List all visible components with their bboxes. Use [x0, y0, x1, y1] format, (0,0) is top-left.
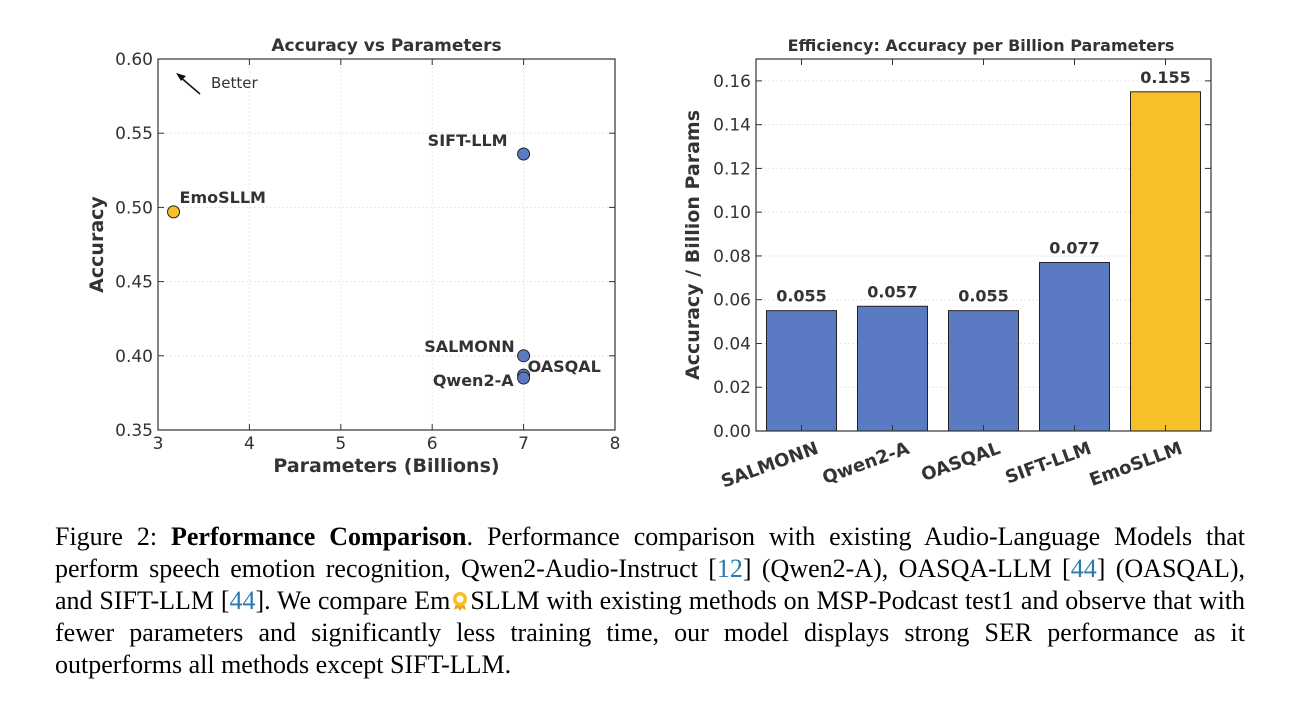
point-label: OASQAL	[528, 357, 601, 376]
citation-link[interactable]: 44	[229, 586, 256, 615]
arrow-head	[176, 73, 186, 81]
y-tick-label: 0.40	[115, 347, 153, 367]
x-tick-label: 6	[427, 434, 438, 454]
bar	[766, 310, 837, 432]
bar	[1039, 262, 1110, 432]
category-label: SIFT-LLM	[1003, 438, 1095, 488]
x-axis-label: Parameters (Billions)	[273, 455, 499, 477]
caption-text: . Performance comparison with existing A…	[55, 522, 1245, 583]
point-label: Qwen2-A	[433, 371, 514, 390]
y-tick-label: 0.55	[115, 124, 153, 144]
point-label: SALMONN	[424, 337, 514, 356]
better-annotation: Better	[211, 74, 259, 92]
y-tick-label: 0.08	[713, 247, 751, 267]
x-tick-label: 5	[335, 434, 346, 454]
y-tick-label: 0.45	[115, 273, 153, 293]
caption-text: ] (Qwen2-A), OASQA-LLM [	[742, 554, 1071, 583]
plot-frame	[157, 58, 616, 431]
category-label: Qwen2-A	[820, 438, 913, 489]
category-label: EmoSLLM	[1087, 438, 1186, 491]
y-tick-label: 0.14	[713, 116, 751, 136]
medal-icon	[450, 587, 470, 611]
caption-title: Performance Comparison	[170, 522, 467, 551]
x-tick-label: 4	[244, 434, 255, 454]
y-tick-label: 0.12	[713, 159, 751, 179]
citation-link[interactable]: 12	[716, 554, 743, 583]
y-tick-label: 0.04	[713, 334, 751, 354]
y-tick-label: 0.35	[115, 421, 153, 441]
y-tick-label: 0.10	[713, 203, 751, 223]
y-tick-label: 0.06	[713, 291, 751, 311]
x-tick-label: 8	[610, 434, 621, 454]
caption-text: SLLM with existing methods on MSP-Podcas…	[55, 586, 1246, 679]
category-label: SALMONN	[718, 438, 821, 493]
chart-title: Efficiency: Accuracy per Billion Paramet…	[788, 36, 1175, 55]
caption-prefix: Figure 2:	[55, 522, 171, 551]
x-tick-label: 3	[153, 434, 164, 454]
y-tick-label: 0.60	[115, 50, 153, 70]
bar-value-label: 0.055	[776, 287, 827, 306]
figure-caption: Figure 2: Performance Comparison. Perfor…	[55, 521, 1245, 681]
caption-text: ] (OASQAL), and SIFT-LLM [	[55, 554, 1245, 615]
data-point	[167, 205, 181, 219]
bar-chart: 0.00 0.02 0.04 0.06 0.08 0.10 0.12 0.14 0.16 0.05…	[682, 36, 1212, 493]
bar-value-label: 0.155	[1140, 68, 1191, 87]
y-tick-label: 0.50	[115, 198, 153, 218]
data-point	[517, 349, 531, 363]
y-tick-label: 0.02	[713, 378, 751, 398]
bar-value-label: 0.055	[958, 287, 1009, 306]
caption-text: ]. We compare Em	[255, 586, 451, 615]
plot-frame	[755, 58, 1212, 432]
y-axis-label: Accuracy	[86, 196, 108, 293]
y-tick-label: 0.16	[713, 72, 751, 92]
data-point	[517, 371, 531, 385]
bar-value-label: 0.057	[867, 282, 918, 301]
data-point	[517, 147, 531, 161]
y-tick-label: 0.00	[713, 422, 751, 442]
citation-link[interactable]: 44	[1070, 554, 1097, 583]
point-label: SIFT-LLM	[428, 131, 508, 150]
bar-value-label: 0.077	[1049, 239, 1100, 258]
x-tick-label: 7	[518, 434, 529, 454]
bar	[857, 305, 928, 432]
category-label: OASQAL	[919, 438, 1004, 486]
bar	[948, 310, 1019, 432]
point-label: EmoSLLM	[180, 188, 266, 207]
scatter-chart: 0.35 0.40 0.45 0.50 0.55 0.60 3 4 5 6 7 8 Accuracy v…	[86, 36, 620, 477]
bar	[1130, 91, 1201, 432]
chart-title: Accuracy vs Parameters	[271, 36, 501, 56]
figure: 0.35 0.40 0.45 0.50 0.55 0.60 3 4 5 6 7 8 Accuracy v…	[86, 36, 1212, 493]
y-axis-label: Accuracy / Billion Params	[682, 110, 704, 380]
